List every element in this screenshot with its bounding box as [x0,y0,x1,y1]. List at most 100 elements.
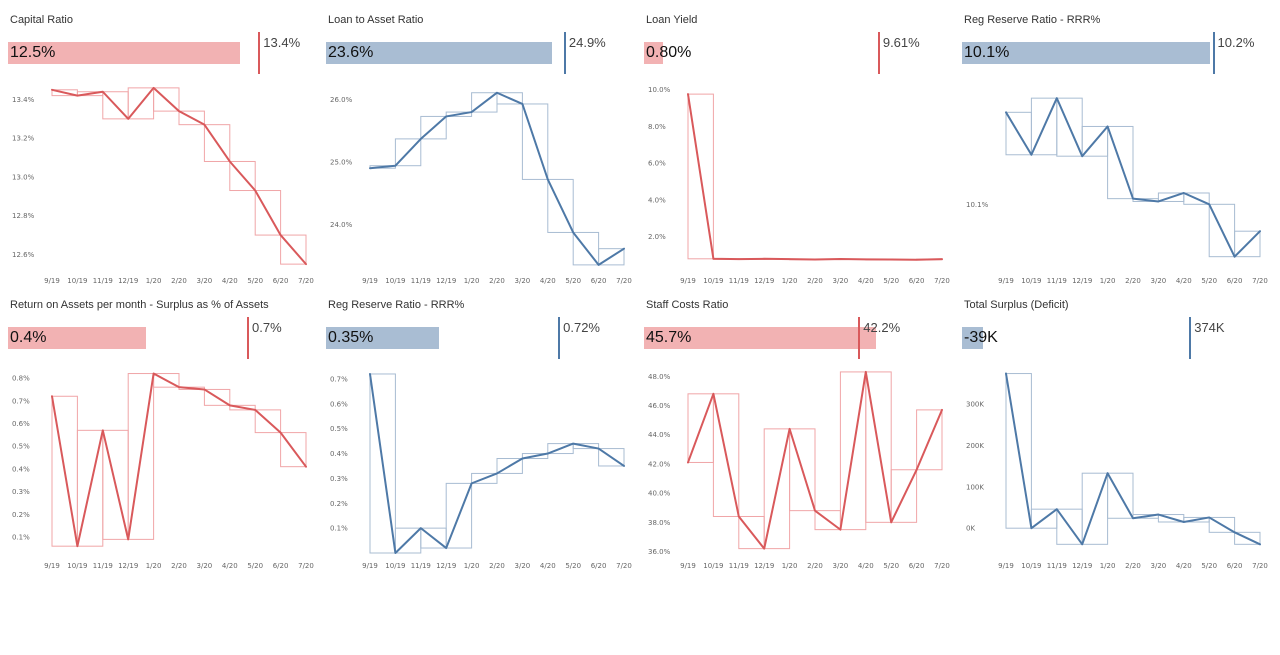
y-tick-label: 2.0% [648,233,666,241]
panel-capital-ratio: Capital Ratio 12.5% 13.4% 12.6% 12.8% 13.0% 13… [0,0,318,327]
x-tick-label: 3/20 [197,562,213,570]
y-tick-label: 0.2% [330,500,348,508]
x-tick-label: 7/20 [616,277,632,285]
chart-title: Total Surplus (Deficit) [964,299,1069,311]
x-tick-label: 5/20 [565,562,581,570]
y-tick-label: 0.7% [12,397,30,405]
x-tick-label: 10/19 [67,277,87,285]
target-value: 24.9% [568,35,606,50]
target-value: 10.2% [1217,35,1255,50]
step-box [471,472,498,484]
x-tick-label: 9/19 [680,562,696,570]
chart-title: Loan to Asset Ratio [328,14,424,26]
step-box [369,373,396,554]
x-tick-label: 6/20 [1227,277,1243,285]
y-tick-label: 12.6% [12,251,35,259]
x-tick-label: 11/19 [729,277,749,285]
y-tick-label: 300K [966,401,984,409]
kpi-value: 45.7% [646,329,692,346]
kpi-bar [962,42,1210,64]
x-tick-label: 12/19 [118,277,138,285]
x-tick-label: 4/20 [222,562,238,570]
series-line [1005,372,1261,546]
kpi-value: 23.6% [328,44,374,61]
x-tick-label: 6/20 [273,277,289,285]
x-tick-label: 4/20 [858,562,874,570]
step-box [521,103,549,180]
kpi-bar [326,42,552,64]
chart-title: Loan Yield [646,14,698,26]
x-tick-label: 1/20 [464,562,480,570]
y-tick-label: 42.0% [648,460,671,468]
chart-title: Reg Reserve Ratio - RRR% [328,299,465,311]
step-box [1005,373,1032,529]
y-tick-label: 0.2% [12,511,30,519]
x-tick-label: 10/19 [385,562,405,570]
kpi-bar [8,42,241,64]
y-tick-label: 4.0% [648,196,666,204]
x-tick-label: 1/20 [1100,277,1116,285]
y-tick-label: 0.7% [330,375,348,383]
x-tick-label: 2/20 [489,562,505,570]
line-chart: 2.0% 4.0% 6.0% 8.0% 10.0% 9/19 10/19 11/19 12/19… [648,86,950,285]
x-tick-label: 1/20 [146,277,162,285]
line-chart: 36.0% 38.0% 40.0% 42.0% 44.0% 46.0% 48.0% 9/19 1… [648,370,950,570]
panel-reg-reserve-ratio-2: Reg Reserve Ratio - RRR% 0.35% 0.72% 0.1% 0.… [318,285,636,612]
x-tick-label: 6/20 [909,277,925,285]
y-tick-label: 0.8% [12,375,30,383]
target-line [258,32,261,74]
step-box [394,138,422,167]
x-tick-label: 9/19 [44,277,60,285]
step-box [598,448,625,467]
y-tick-label: 0.1% [12,534,30,542]
y-tick-label: 13.4% [12,96,35,104]
step-box [865,371,892,523]
y-tick-label: 10.1% [966,201,989,209]
x-tick-label: 12/19 [436,562,456,570]
y-tick-label: 0.6% [12,420,30,428]
step-box [1183,192,1210,205]
target-value: 0.7% [252,320,282,335]
step-box [521,453,549,460]
kpi-value: 0.35% [328,329,374,346]
y-tick-label: 0.3% [12,488,30,496]
x-tick-label: 7/20 [298,562,314,570]
x-tick-label: 2/20 [171,277,187,285]
x-tick-label: 1/20 [782,277,798,285]
x-tick-label: 5/20 [565,277,581,285]
step-box [203,388,231,406]
y-tick-label: 10.0% [648,86,671,94]
y-tick-label: 36.0% [648,548,671,556]
step-box [789,428,816,512]
x-tick-label: 12/19 [118,562,138,570]
x-tick-label: 2/20 [489,277,505,285]
panel-return-on-assets: Return on Assets per month - Surplus as … [0,285,318,612]
x-tick-label: 10/19 [703,562,723,570]
x-tick-label: 10/19 [67,562,87,570]
x-tick-label: 3/20 [1151,562,1167,570]
x-tick-label: 2/20 [807,562,823,570]
x-tick-label: 11/19 [93,277,113,285]
line-chart: 0.1% 0.2% 0.3% 0.4% 0.5% 0.6% 0.7% 9/19 10/19 11/… [330,372,632,570]
kpi-value: 0.4% [10,329,47,346]
x-tick-label: 6/20 [273,562,289,570]
series-line [1005,97,1261,258]
x-tick-label: 12/19 [1072,277,1092,285]
target-value: 13.4% [263,35,301,50]
x-tick-label: 11/19 [1047,277,1067,285]
y-tick-label: 24.0% [330,221,353,229]
series-line [687,370,943,550]
x-tick-label: 5/20 [1201,562,1217,570]
x-tick-label: 11/19 [93,562,113,570]
target-line [1212,32,1215,74]
y-tick-label: 0.1% [330,525,348,533]
x-tick-label: 7/20 [1252,277,1268,285]
x-tick-label: 1/20 [782,562,798,570]
step-box [496,458,523,474]
x-tick-label: 12/19 [436,277,456,285]
step-box [254,190,282,236]
x-tick-label: 2/20 [1125,277,1141,285]
x-tick-label: 10/19 [703,277,723,285]
x-tick-label: 12/19 [754,277,774,285]
x-tick-label: 12/19 [1072,562,1092,570]
